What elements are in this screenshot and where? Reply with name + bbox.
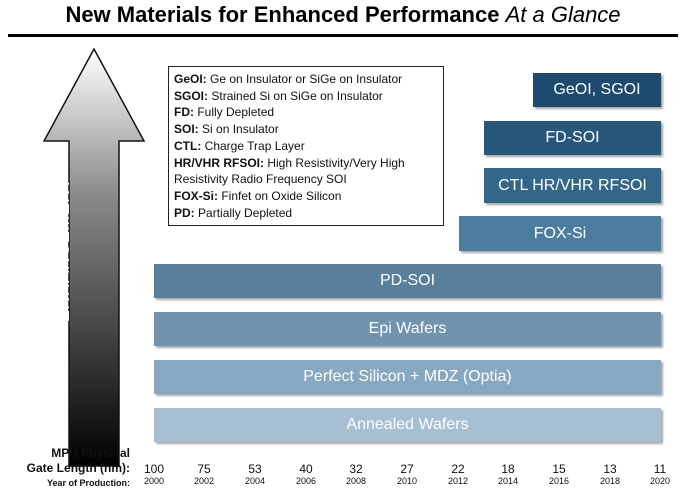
tick: 11 2020 [649,462,671,486]
bar-epi-wafers: Epi Wafers [154,312,661,346]
bar-fox-si: FOX-Si [459,216,661,251]
tick: 75 2002 [193,462,215,486]
legend-item: SOI: Si on Insulator [174,122,279,137]
legend-item: FOX-Si: Finfet on Oxide Silicon [174,188,342,203]
title-rule [8,34,678,37]
bar-perfect-silicon: Perfect Silicon + MDZ (Optia) [154,360,661,394]
axis-ticks: 100 2000 75 2002 53 2004 40 2006 32 2008 27 20… [134,462,680,490]
tick: 15 2016 [548,462,570,486]
bar-ctl-rfsoi: CTL HR/VHR RFSOI [484,168,661,203]
abbreviation-legend: GeOI: Ge on Insulator or SiGe on Insulat… [168,66,444,226]
axis-label-line2: Gate Length (nm): [26,461,130,475]
arrow-label-line1: PERFORMANCE [32,177,52,323]
tick: 13 2018 [599,462,621,486]
bar-fd-soi: FD-SOI [484,121,661,155]
title-main: New Materials for Enhanced Performance [65,2,500,27]
tick: 32 2008 [345,462,367,486]
legend-item: CTL: Charge Trap Layer [174,138,305,153]
legend-item: SGOI: Strained Si on SiGe on Insulator [174,88,383,103]
tick: 27 2010 [396,462,418,486]
tick: 40 2006 [295,462,317,486]
axis-label-line3: Year of Production: [46,478,130,488]
axis-label: MPU Physical Gate Length (nm): Year of P… [10,446,130,491]
arrow-label: PERFORMANCE ENHANCEMENT [32,170,74,330]
legend-item: GeOI: Ge on Insulator or SiGe on Insulat… [174,72,403,86]
performance-arrow [43,48,145,467]
title-subtitle: At a Glance [505,2,621,27]
legend-item: FD: Fully Depleted [174,105,275,120]
arrow-label-line2: ENHANCEMENT [53,177,73,323]
axis-label-line1: MPU Physical [51,446,130,460]
bar-geoi-sgoi: GeOI, SGOI [533,73,661,107]
legend-item: PD: Partially Depleted [174,205,293,220]
bar-annealed-wafers: Annealed Wafers [154,408,661,442]
tick: 22 2012 [447,462,469,486]
legend-item: HR/VHR RFSOI: High Resistivity/Very High… [174,155,405,187]
tick: 18 2014 [497,462,519,486]
page-title: New Materials for Enhanced Performance A… [0,2,686,28]
tick: 53 2004 [244,462,266,486]
bar-pd-soi: PD-SOI [154,264,661,298]
tick: 100 2000 [143,462,165,486]
